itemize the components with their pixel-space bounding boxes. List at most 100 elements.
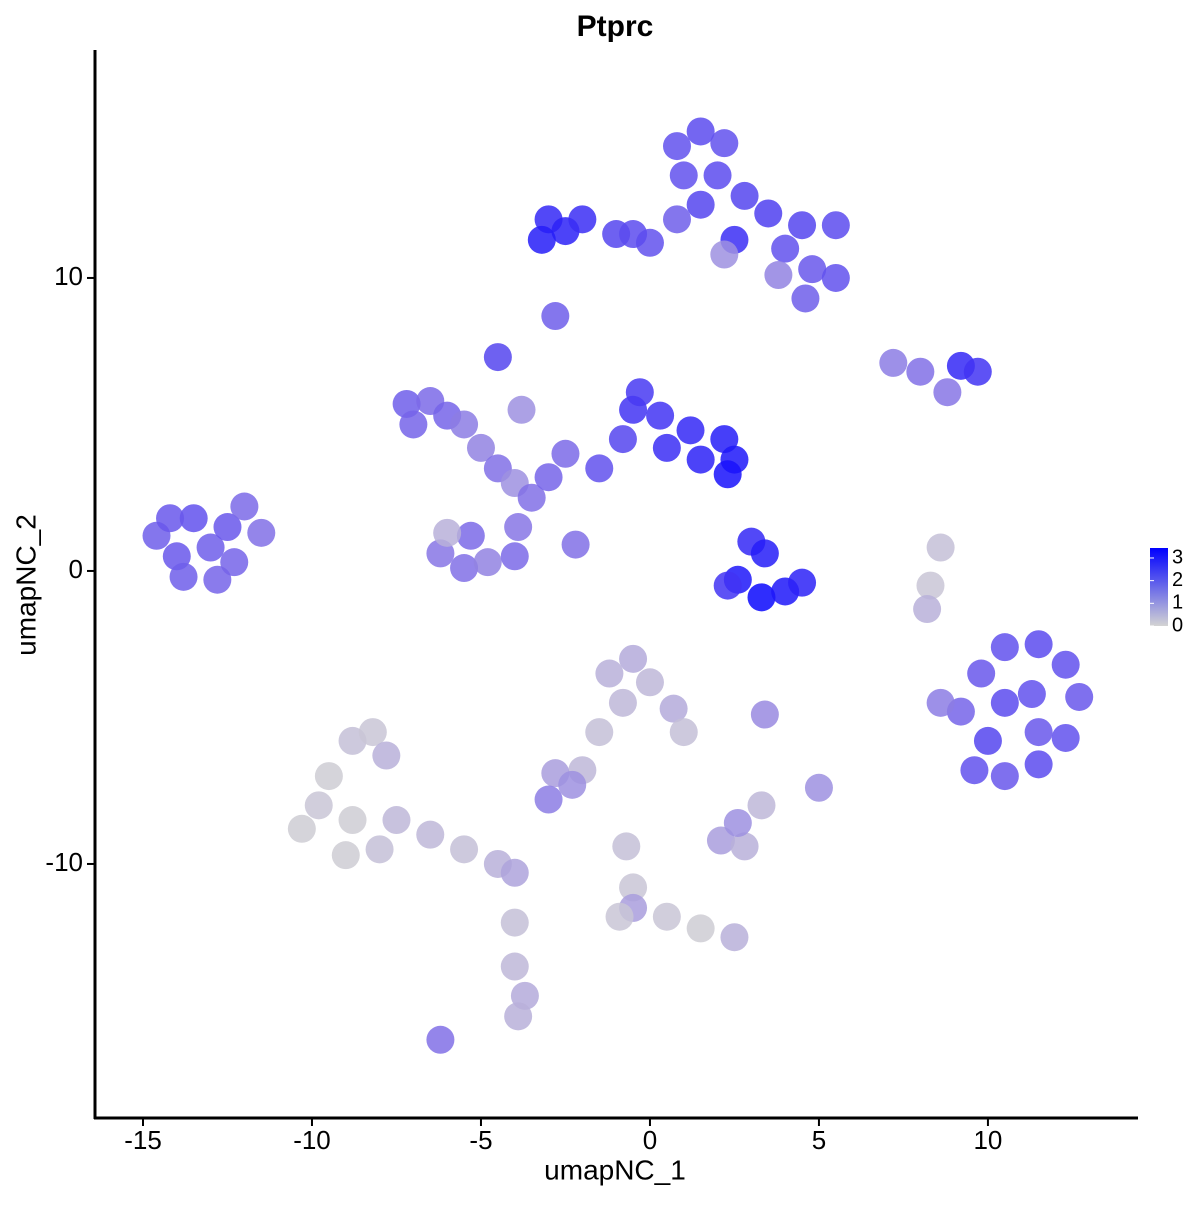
point (913, 595, 942, 624)
point (534, 463, 563, 492)
point (821, 211, 850, 240)
point (750, 700, 779, 729)
point (669, 718, 698, 747)
point (504, 1002, 533, 1031)
point (713, 460, 742, 489)
point (720, 923, 749, 952)
point (1051, 723, 1080, 752)
x-axis-label: umapNC_1 (544, 1154, 686, 1185)
point (750, 539, 779, 568)
point (676, 416, 705, 445)
point (926, 688, 955, 717)
point (967, 659, 996, 688)
point (926, 533, 955, 562)
point (179, 504, 208, 533)
point (730, 181, 759, 210)
point (747, 583, 776, 612)
point (619, 644, 648, 673)
point (473, 548, 502, 577)
point (500, 952, 529, 981)
point (879, 348, 908, 377)
point (382, 806, 411, 835)
point (608, 688, 637, 717)
point (916, 571, 945, 600)
point (527, 225, 556, 254)
point (635, 668, 664, 697)
point (973, 726, 1002, 755)
point (990, 633, 1019, 662)
point (612, 832, 641, 861)
point (1024, 630, 1053, 659)
point (788, 211, 817, 240)
point (608, 425, 637, 454)
point (595, 659, 624, 688)
point (220, 548, 249, 577)
point (933, 378, 962, 407)
point (990, 688, 1019, 717)
point (561, 530, 590, 559)
point (662, 132, 691, 161)
colorbar-tick-label: 3 (1172, 546, 1183, 568)
point (433, 518, 462, 547)
point (507, 395, 536, 424)
point (287, 814, 316, 843)
point (1024, 718, 1053, 747)
point (1065, 682, 1094, 711)
point (1051, 650, 1080, 679)
point (754, 199, 783, 228)
point (500, 542, 529, 571)
point (230, 492, 259, 521)
point (713, 571, 742, 600)
point (730, 832, 759, 861)
chart-title: Ptprc (577, 10, 654, 43)
point (331, 841, 360, 870)
point (764, 261, 793, 290)
point (304, 791, 333, 820)
y-tick-label: 10 (54, 261, 83, 291)
point (450, 410, 479, 439)
point (500, 908, 529, 937)
point (652, 433, 681, 462)
point (372, 741, 401, 770)
point (1024, 750, 1053, 779)
point (358, 718, 387, 747)
point (706, 826, 735, 855)
point (365, 835, 394, 864)
point (247, 518, 276, 547)
point (669, 161, 698, 190)
point (585, 718, 614, 747)
point (558, 770, 587, 799)
x-tick-label: 5 (812, 1125, 826, 1155)
point (821, 263, 850, 292)
colorbar-tick-label: 2 (1172, 569, 1183, 591)
point (723, 808, 752, 837)
point (747, 791, 776, 820)
point (652, 902, 681, 931)
y-axis-label: umapNC_2 (10, 514, 41, 656)
y-tick-label: 0 (69, 554, 83, 584)
point (788, 568, 817, 597)
point (646, 401, 675, 430)
point (625, 378, 654, 407)
point (804, 773, 833, 802)
point (500, 858, 529, 887)
point (568, 205, 597, 234)
point (703, 161, 732, 190)
point (960, 756, 989, 785)
point (456, 521, 485, 550)
point (791, 284, 820, 313)
point (169, 562, 198, 591)
x-tick-label: 0 (643, 1125, 657, 1155)
point (686, 445, 715, 474)
point (963, 357, 992, 386)
point (906, 357, 935, 386)
x-tick-label: -15 (124, 1125, 162, 1155)
point (619, 220, 648, 249)
point (156, 504, 185, 533)
point (426, 1025, 455, 1054)
point (203, 565, 232, 594)
point (196, 533, 225, 562)
point (483, 343, 512, 372)
point (504, 513, 533, 542)
